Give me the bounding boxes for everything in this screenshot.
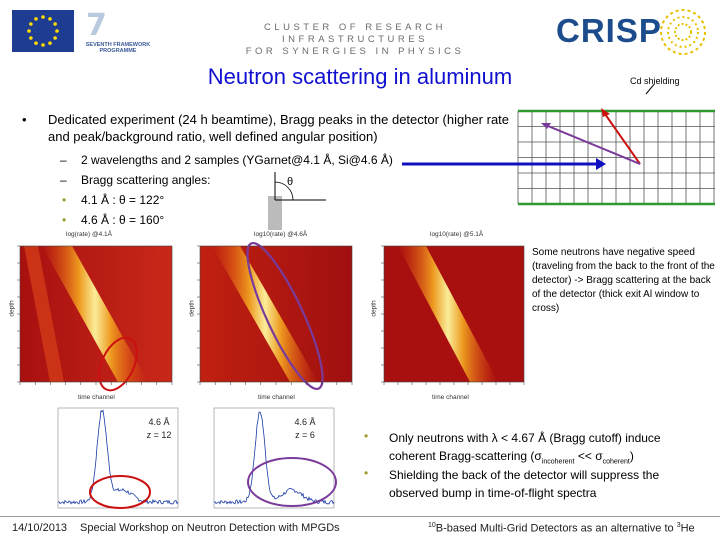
heatmap-1-title: log(rate) @4.1Å	[66, 231, 112, 238]
red-arrowhead-icon	[601, 108, 610, 117]
heatmap-2	[199, 241, 353, 391]
theta-symbol: θ	[287, 176, 294, 188]
heatmap-1-xlabel: time channel	[78, 394, 115, 401]
peak-plot-2-z: z = 6	[295, 430, 315, 440]
cluster-line-1: CLUSTER OF RESEARCH INFRASTRUCTURES	[263, 22, 447, 45]
eu-star-icon	[53, 36, 57, 40]
eu-star-icon	[55, 29, 59, 33]
sub-bullet-angle-41: 4.1 Å : θ = 122°	[81, 193, 165, 207]
heatmap-3-xlabel: time channel	[432, 394, 469, 401]
eu-star-icon	[48, 41, 52, 45]
peak-plot-1	[57, 407, 179, 509]
purple-peak-ellipse	[247, 457, 337, 507]
beam-arrowhead-icon	[596, 158, 606, 170]
peak-plot-2-lambda: 4.6 Å	[294, 417, 316, 427]
footer-divider	[0, 516, 720, 517]
eu-star-icon	[53, 22, 57, 26]
red-peak-ellipse	[89, 475, 151, 509]
heatmap-1-ylabel: depth	[8, 300, 16, 317]
bullet-dot: •	[62, 193, 67, 207]
conclusion-shielding: Shielding the back of the detector will …	[389, 468, 660, 500]
peak-plot-1-label: 4.6 Å z = 12	[134, 416, 184, 442]
dash-marker: –	[60, 173, 67, 187]
red-scatter-arrow	[604, 113, 641, 165]
fp7-logo: 7 SEVENTH FRAMEWORK PROGRAMME	[82, 8, 152, 54]
cluster-tagline: CLUSTER OF RESEARCH INFRASTRUCTURES FOR …	[200, 22, 510, 58]
eu-star-icon	[48, 17, 52, 21]
dash-marker: –	[60, 153, 67, 167]
footer-workshop: Special Workshop on Neutron Detection wi…	[80, 522, 340, 534]
heatmap-2-xlabel: time channel	[258, 394, 295, 401]
purple-ellipse-marker	[246, 241, 324, 391]
red-ellipse-marker	[98, 336, 138, 392]
peak-plot-2-label: 4.6 Å z = 6	[280, 416, 330, 442]
peak-plot-1-z: z = 12	[146, 430, 172, 440]
heatmap-2-title: log10(rate) @4.6Å	[254, 231, 308, 238]
eu-star-icon	[29, 22, 33, 26]
slide-title: Neutron scattering in aluminum	[207, 64, 513, 89]
heatmap-3	[383, 245, 525, 383]
cd-pointer-line	[645, 84, 655, 95]
fp7-number: 7	[86, 8, 107, 43]
fp7-caption: SEVENTH FRAMEWORK PROGRAMME	[85, 42, 151, 54]
cd-shielding-label: Cd shielding	[630, 76, 680, 86]
eu-star-icon	[27, 29, 31, 33]
eu-star-icon	[41, 15, 45, 19]
heatmap-panels	[17, 241, 525, 392]
heatmap-2-ylabel: depth	[188, 300, 196, 317]
negative-speed-note: Some neutrons have negative speed (trave…	[532, 247, 715, 314]
main-bullet: Dedicated experiment (24 h beamtime), Br…	[48, 112, 510, 144]
footer-talk-title: 10B-based Multi-Grid Detectors as an alt…	[428, 522, 695, 535]
sample-slab	[268, 196, 282, 230]
bullet-dot: •	[62, 213, 67, 227]
eu-star-icon	[41, 43, 45, 47]
sub-bullet-angles: Bragg scattering angles:	[81, 173, 211, 187]
sub-bullet-angle-46: 4.6 Å : θ = 160°	[81, 213, 165, 227]
detector-schematic	[402, 84, 715, 206]
purple-scatter-arrow	[547, 125, 641, 165]
bullet-dot: •	[22, 112, 27, 127]
bullet-dot: •	[364, 466, 369, 480]
purple-arrowhead-icon	[541, 123, 551, 129]
eu-star-icon	[34, 41, 38, 45]
eu-star-icon	[34, 17, 38, 21]
peak-plots	[57, 407, 337, 509]
bullet-dot: •	[364, 429, 369, 443]
theta-angle-sketch	[268, 172, 326, 230]
heatmap-1	[19, 245, 173, 392]
eu-star-icon	[29, 36, 33, 40]
heatmap-3-title: log10(rate) @5.1Å	[430, 231, 484, 238]
crisp-swirl-icon	[660, 9, 706, 55]
eu-stars-icon	[27, 15, 59, 47]
heatmap-3-ylabel: depth	[370, 300, 378, 317]
sub-bullet-wavelengths: 2 wavelengths and 2 samples (YGarnet@4.1…	[81, 153, 393, 167]
peak-plot-1-lambda: 4.6 Å	[148, 417, 170, 427]
peak-plot-2	[213, 407, 337, 509]
cluster-line-2: FOR SYNERGIES IN PHYSICS	[245, 46, 465, 57]
crisp-logo: CRISP	[556, 12, 662, 49]
eu-flag-logo	[12, 10, 74, 52]
conclusion-bragg-cutoff: Only neutrons with λ < 4.67 Å (Bragg cut…	[389, 431, 661, 466]
footer-date: 14/10/2013	[12, 522, 68, 534]
